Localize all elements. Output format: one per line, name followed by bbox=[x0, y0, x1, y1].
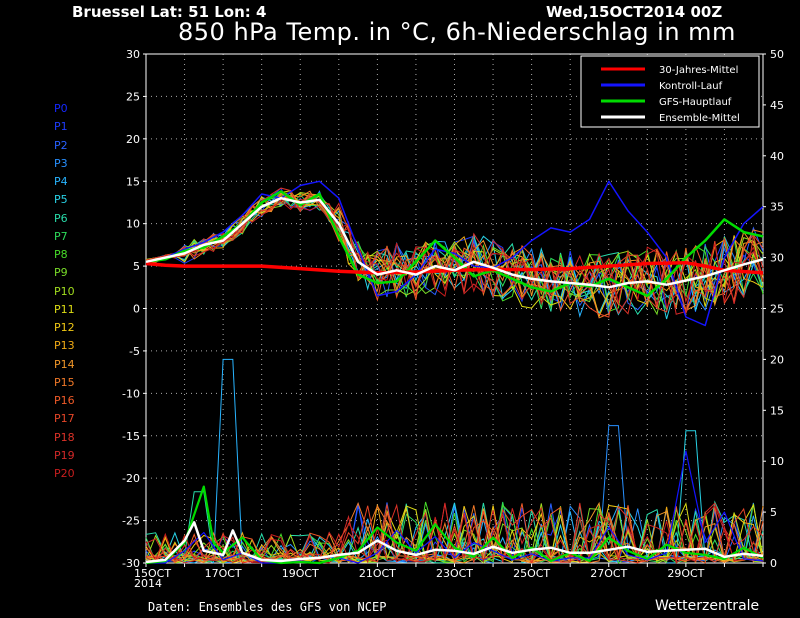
series-kontroll-lauf bbox=[145, 180, 764, 327]
member-temp-line-p20 bbox=[145, 199, 764, 309]
member-label-p17: P17 bbox=[54, 412, 75, 426]
x-tick-label: 2014 bbox=[134, 577, 162, 590]
member-label-p8: P8 bbox=[54, 248, 68, 261]
left-tick-label: -20 bbox=[122, 472, 140, 485]
legend-label: 30-Jahres-Mittel bbox=[659, 65, 738, 76]
member-label-p4: P4 bbox=[54, 175, 68, 188]
chart-title: 850 hPa Temp. in °C, 6h-Niederschlag in … bbox=[178, 18, 736, 46]
member-label-p20: P20 bbox=[54, 467, 75, 480]
member-label-p10: P10 bbox=[54, 284, 75, 298]
left-tick-label: 20 bbox=[126, 133, 140, 146]
left-tick-label: 25 bbox=[126, 90, 140, 103]
x-tick-label: 25OCT bbox=[513, 567, 550, 580]
legend-label: Kontroll-Lauf bbox=[659, 81, 723, 92]
member-label-p1: P1 bbox=[54, 120, 68, 134]
left-tick-label: 10 bbox=[126, 218, 140, 231]
left-tick-label: -30 bbox=[122, 557, 140, 570]
x-tick-label: 17OCT bbox=[205, 567, 242, 580]
left-tick-label: 30 bbox=[126, 48, 140, 61]
member-label-p9: P9 bbox=[54, 266, 68, 280]
right-tick-label: 30 bbox=[770, 252, 784, 265]
member-precip-line-p15 bbox=[145, 501, 764, 565]
member-label-p15: P15 bbox=[54, 375, 75, 389]
right-tick-label: 45 bbox=[770, 99, 784, 112]
member-label-p18: P18 bbox=[54, 430, 75, 444]
member-precip-line-p10 bbox=[145, 503, 764, 564]
member-label-p14: P14 bbox=[54, 357, 75, 371]
member-label-p13: P13 bbox=[54, 339, 75, 353]
right-tick-label: 0 bbox=[770, 557, 777, 570]
x-tick-label: 27OCT bbox=[590, 567, 627, 580]
member-precip-line-p18 bbox=[145, 502, 764, 564]
member-label-p16: P16 bbox=[54, 394, 75, 407]
x-tick-label: 21OCT bbox=[359, 567, 396, 580]
member-temp-line-p17 bbox=[145, 195, 764, 318]
left-tick-label: 0 bbox=[133, 303, 140, 316]
right-tick-label: 10 bbox=[770, 455, 784, 468]
left-tick-label: -15 bbox=[122, 430, 140, 443]
x-tick-label: 19OCT bbox=[282, 567, 319, 580]
right-tick-label: 50 bbox=[770, 48, 784, 61]
right-tick-label: 25 bbox=[770, 303, 784, 316]
series-ensemble-mittel bbox=[145, 196, 764, 289]
right-tick-label: 20 bbox=[770, 353, 784, 366]
left-tick-label: 15 bbox=[126, 175, 140, 188]
member-label-p3: P3 bbox=[54, 156, 68, 170]
member-label-p5: P5 bbox=[54, 193, 68, 207]
member-label-p12: P12 bbox=[54, 321, 75, 334]
member-precip-line-p19 bbox=[145, 502, 764, 565]
x-tick-label: 29OCT bbox=[667, 567, 704, 580]
member-label-p6: P6 bbox=[54, 211, 68, 225]
ensemble-member-list: P0 P1 P2 P3 P4 P5 P6 P7 P8 P9 P10 P11 P12 P13 P14 P15 P1… bbox=[54, 100, 75, 483]
right-tick-label: 15 bbox=[770, 404, 784, 417]
member-label-p11: P11 bbox=[54, 302, 75, 316]
right-tick-label: 5 bbox=[770, 506, 777, 519]
legend-label: GFS-Hauptlauf bbox=[659, 97, 732, 108]
left-tick-label: 5 bbox=[133, 260, 140, 273]
series-ensemble-mittel-niederschlag bbox=[145, 521, 764, 564]
data-credit: Daten: Ensembles des GFS von NCEP bbox=[148, 600, 387, 614]
member-precip-line-p20 bbox=[145, 505, 764, 564]
member-label-p0: P0 bbox=[54, 102, 68, 115]
member-label-p7: P7 bbox=[54, 229, 68, 243]
left-tick-label: -10 bbox=[122, 387, 140, 400]
member-precip-line-p16 bbox=[145, 503, 764, 564]
location-label: Bruessel Lat: 51 Lon: 4 bbox=[72, 3, 267, 21]
right-tick-label: 35 bbox=[770, 201, 784, 214]
left-tick-label: -25 bbox=[122, 515, 140, 528]
left-tick-label: -5 bbox=[129, 345, 140, 358]
x-tick-label: 23OCT bbox=[436, 567, 473, 580]
legend-label: Ensemble-Mittel bbox=[659, 113, 740, 124]
x-tick-label: 15OCT bbox=[134, 567, 171, 580]
right-tick-label: 40 bbox=[770, 150, 784, 163]
member-label-p19: P19 bbox=[54, 448, 75, 462]
run-time-label: Wed,15OCT2014 00Z bbox=[546, 3, 723, 21]
member-label-p2: P2 bbox=[54, 138, 68, 152]
brand-label: Wetterzentrale bbox=[655, 598, 760, 614]
